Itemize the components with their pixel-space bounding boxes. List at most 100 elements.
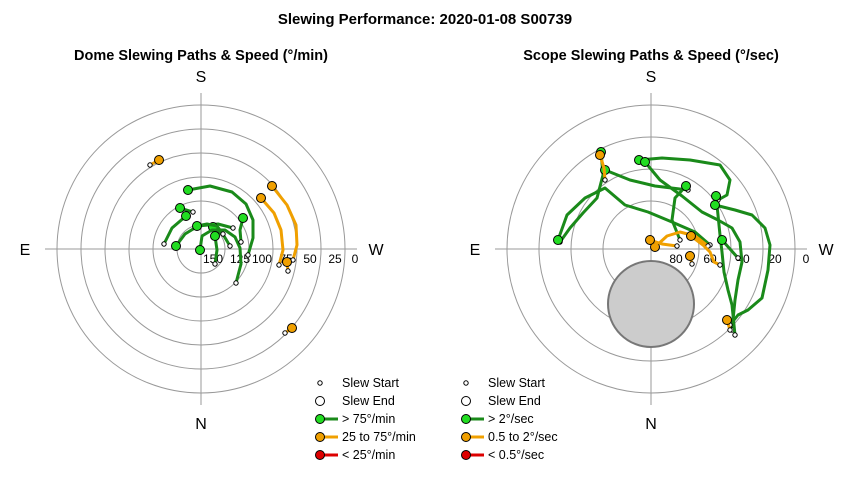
slew-start-marker (686, 231, 696, 241)
slew-end-marker (212, 261, 218, 267)
radial-tick-label: 20 (768, 252, 782, 266)
slew-end-marker (677, 237, 683, 243)
legend-item-fast: > 2°/sec (461, 412, 534, 426)
legend-item-end: Slew End (315, 394, 395, 408)
legend-label: > 2°/sec (488, 412, 534, 426)
slew-end-marker (735, 255, 741, 261)
legend-symbol-start (463, 380, 469, 386)
slew-end-marker (732, 332, 738, 338)
slew-path (637, 156, 732, 202)
slew-path (186, 184, 255, 257)
slew-start-marker (210, 231, 220, 241)
slew-end-marker (230, 225, 236, 231)
slew-end-marker (285, 268, 291, 274)
legend-label: Slew End (342, 394, 395, 408)
slew-end-marker (245, 252, 251, 258)
legend-label: > 75°/min (342, 412, 395, 426)
compass-label-top: S (196, 69, 207, 86)
compass-label-right: W (818, 242, 834, 259)
slew-start-marker (711, 191, 721, 201)
legend-item-slow: < 0.5°/sec (461, 448, 544, 462)
legend-symbol-marker (315, 450, 325, 460)
legend-label: 25 to 75°/min (342, 430, 416, 444)
slew-end-marker (282, 330, 288, 336)
slew-start-marker (717, 235, 727, 245)
radial-tick-label: 100 (252, 252, 272, 266)
slew-start-marker (681, 181, 691, 191)
slew-start-marker (175, 203, 185, 213)
polar-panel-1: Dome Slewing Paths & Speed (°/min) S N E W 15… (20, 48, 416, 462)
legend-label: 0.5 to 2°/sec (488, 430, 558, 444)
panel-title: Scope Slewing Paths & Speed (°/sec) (523, 48, 779, 64)
radial-tick-label: 150 (203, 252, 223, 266)
slew-path (713, 203, 772, 327)
slew-end-marker (238, 239, 244, 245)
legend-label: Slew Start (488, 376, 545, 390)
slew-end-marker (227, 243, 233, 249)
slew-path (270, 184, 299, 262)
slew-start-marker (256, 193, 266, 203)
figure-title: Slewing Performance: 2020-01-08 S00739 (278, 11, 572, 28)
slew-end-marker (161, 241, 167, 247)
legend-label: Slew Start (342, 376, 399, 390)
compass-label-left: E (470, 242, 481, 259)
legend-symbol-marker (315, 414, 325, 424)
slew-start-marker (553, 235, 563, 245)
radial-tick-label: 25 (328, 252, 342, 266)
radial-tick-label: 80 (669, 252, 683, 266)
legend-item-slow: < 25°/min (315, 448, 395, 462)
compass-label-bottom: N (645, 416, 657, 433)
slew-start-marker (238, 213, 248, 223)
legend-symbol-end (315, 396, 325, 406)
slew-start-marker (192, 221, 202, 231)
slew-start-marker (195, 245, 205, 255)
legend-item-end: Slew End (461, 394, 541, 408)
radial-tick-label: 50 (303, 252, 317, 266)
legend-symbol-start (317, 380, 323, 386)
slew-start-marker (685, 251, 695, 261)
slew-start-marker (171, 241, 181, 251)
slew-path (670, 184, 688, 242)
slew-path (558, 150, 605, 244)
zenith-zone (607, 260, 695, 348)
slew-end-marker (689, 261, 695, 267)
slew-path (643, 160, 744, 332)
radial-tick-label: 0 (803, 252, 810, 266)
slew-path (714, 194, 737, 337)
legend-label: < 25°/min (342, 448, 395, 462)
slew-end-marker (233, 280, 239, 286)
slew-start-marker (282, 257, 292, 267)
slew-path (259, 196, 285, 267)
slew-path (198, 228, 243, 285)
legend-symbol-end (461, 396, 471, 406)
slew-end-marker (602, 177, 608, 183)
slew-path (162, 214, 188, 246)
legend-label: Slew End (488, 394, 541, 408)
panel-title: Dome Slewing Paths & Speed (°/min) (74, 48, 328, 64)
legend-item-fast: > 75°/min (315, 412, 395, 426)
polar-panel-2: Scope Slewing Paths & Speed (°/sec) S N E W 8… (461, 48, 834, 462)
slew-end-marker (727, 327, 733, 333)
slew-end-marker (674, 243, 680, 249)
slew-start-marker (154, 155, 164, 165)
compass-label-top: S (646, 69, 657, 86)
legend-item-medium: 0.5 to 2°/sec (461, 430, 558, 444)
legend-item-start: Slew Start (463, 376, 545, 390)
legend-item-medium: 25 to 75°/min (315, 430, 416, 444)
slew-start-marker (595, 150, 605, 160)
slew-start-marker (640, 157, 650, 167)
legend-symbol-marker (461, 432, 471, 442)
slew-end-marker (190, 209, 196, 215)
slew-start-marker (645, 235, 655, 245)
legend-symbol-marker (461, 414, 471, 424)
slew-start-marker (181, 211, 191, 221)
slew-end-marker (147, 162, 153, 168)
legend-item-start: Slew Start (317, 376, 399, 390)
slew-end-marker (220, 231, 226, 237)
compass-label-left: E (20, 242, 31, 259)
slew-start-marker (722, 315, 732, 325)
slew-path (556, 186, 712, 247)
slew-path (689, 234, 722, 267)
radial-tick-label: 0 (352, 252, 359, 266)
